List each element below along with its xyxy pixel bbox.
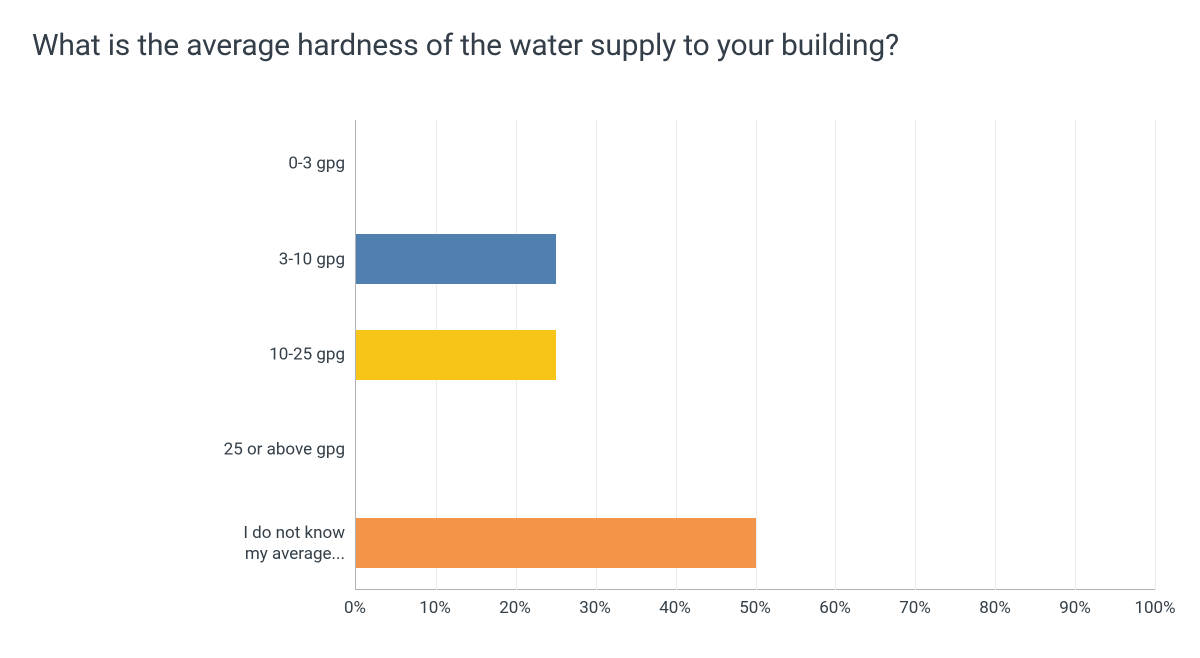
chart-container: 0-3 gpg 3-10 gpg 10-25 gpg 25 or above g… — [100, 120, 1160, 630]
bar-1 — [356, 234, 556, 284]
bar-2 — [356, 330, 556, 380]
x-label-3: 30% — [579, 598, 611, 618]
x-label-1: 10% — [419, 598, 451, 618]
x-label-0: 0% — [344, 598, 366, 618]
chart-title: What is the average hardness of the wate… — [32, 28, 899, 63]
x-axis-labels: 0% 10% 20% 30% 40% 50% 60% 70% 80% 90% 1… — [355, 598, 1155, 628]
x-label-8: 80% — [979, 598, 1011, 618]
x-label-6: 60% — [819, 598, 851, 618]
y-label-3: 25 or above gpg — [100, 440, 345, 461]
x-label-7: 70% — [899, 598, 931, 618]
x-label-9: 90% — [1059, 598, 1091, 618]
plot-area — [355, 120, 1155, 590]
y-label-1: 3-10 gpg — [100, 249, 345, 270]
x-label-2: 20% — [499, 598, 531, 618]
x-label-4: 40% — [659, 598, 691, 618]
y-label-0: 0-3 gpg — [100, 154, 345, 175]
y-label-2: 10-25 gpg — [100, 344, 345, 365]
y-label-4: I do not know my average... — [100, 523, 345, 566]
x-label-10: 100% — [1134, 598, 1175, 618]
x-label-5: 50% — [739, 598, 771, 618]
bars-group — [356, 120, 1155, 589]
bar-4 — [356, 518, 756, 568]
gridline — [1155, 120, 1156, 590]
y-axis-labels: 0-3 gpg 3-10 gpg 10-25 gpg 25 or above g… — [100, 120, 345, 590]
